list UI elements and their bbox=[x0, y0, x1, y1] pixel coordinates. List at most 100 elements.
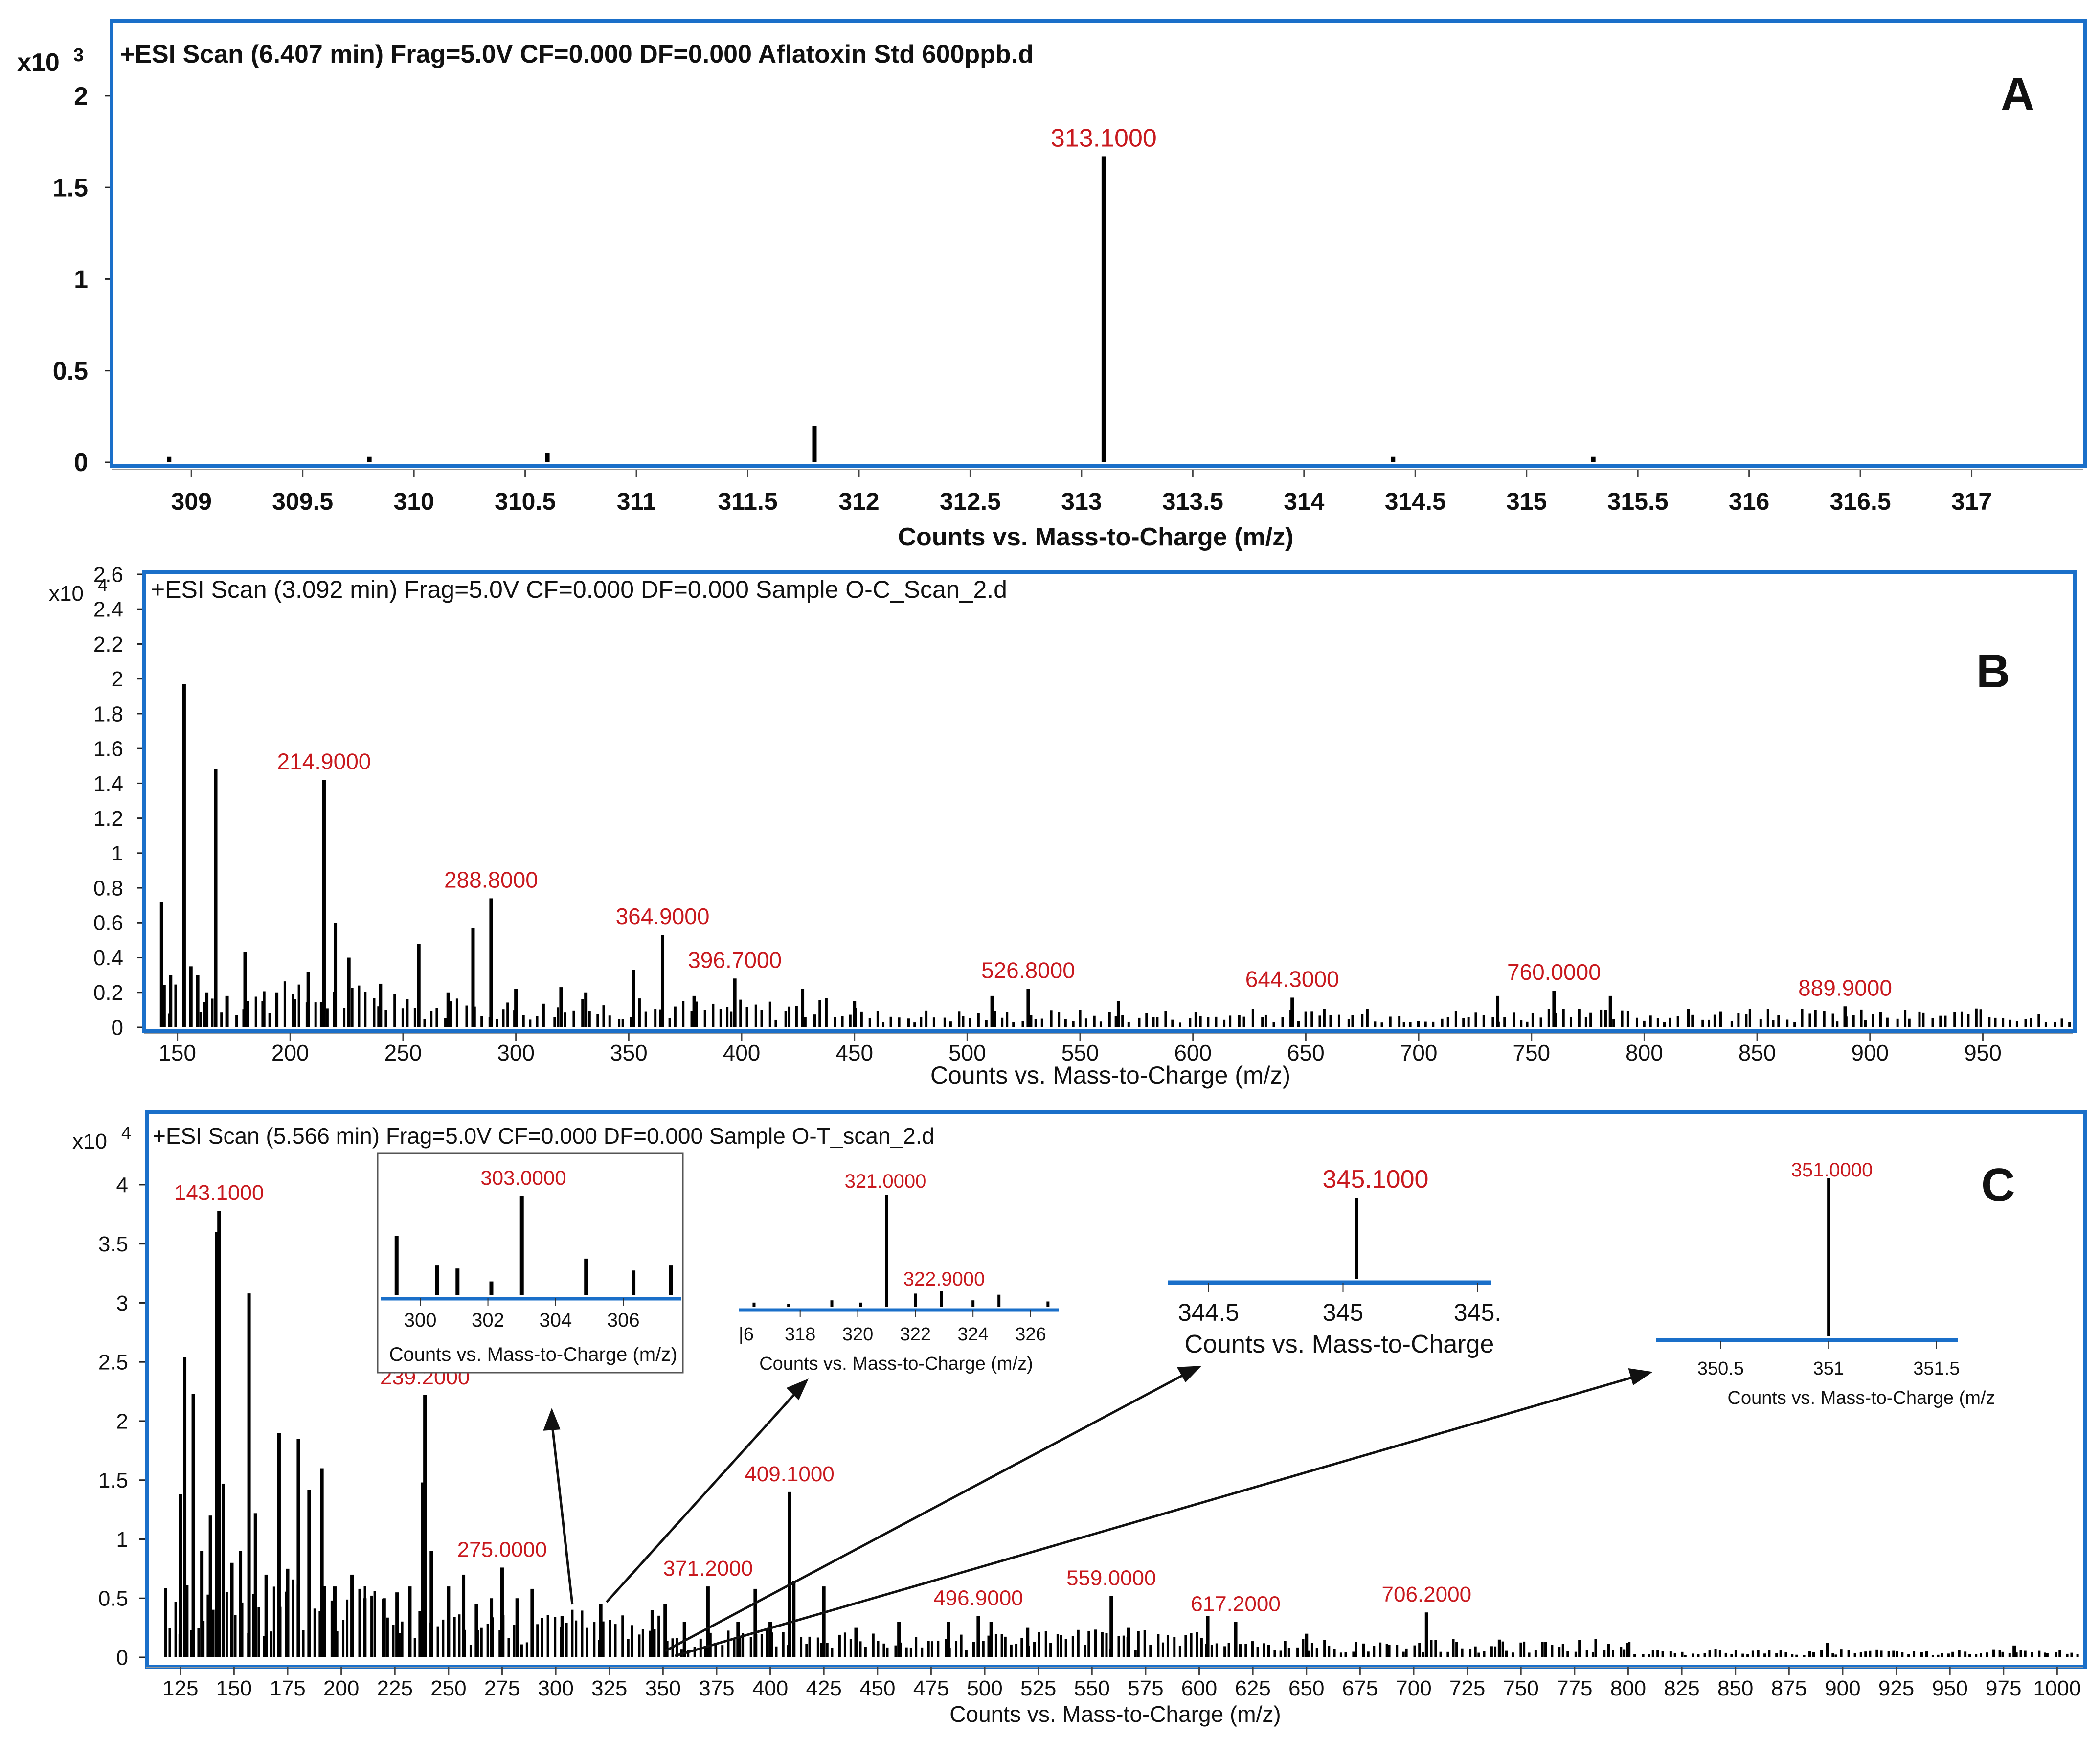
peak-bar bbox=[196, 975, 200, 1027]
peak-annotation: 288.8000 bbox=[444, 867, 538, 892]
noise-peak bbox=[1907, 1654, 1910, 1657]
noise-peak bbox=[849, 1014, 852, 1027]
peak-bar bbox=[322, 780, 326, 1027]
xtick-label: 375 bbox=[699, 1676, 734, 1700]
noise-peak bbox=[994, 1634, 997, 1657]
noise-peak bbox=[1708, 1650, 1711, 1657]
xtick-label: 450 bbox=[835, 1040, 873, 1065]
noise-peak bbox=[1534, 1650, 1537, 1657]
noise-peak bbox=[962, 1016, 965, 1027]
peak-bar bbox=[1843, 1006, 1847, 1027]
peak-bar bbox=[179, 1494, 182, 1657]
xtick-label: 300 bbox=[538, 1676, 573, 1700]
inset-peak-bar bbox=[455, 1268, 460, 1295]
noise-peak bbox=[1272, 1022, 1275, 1027]
noise-peak bbox=[2076, 1654, 2079, 1657]
noise-peak bbox=[1273, 1650, 1276, 1657]
panel-a-label: A bbox=[2001, 68, 2034, 120]
noise-peak bbox=[272, 1586, 275, 1657]
xtick-label: 325 bbox=[591, 1676, 627, 1700]
noise-peak bbox=[930, 1641, 933, 1657]
peak-bar bbox=[221, 1483, 225, 1657]
noise-peak bbox=[1178, 1645, 1181, 1657]
noise-peak bbox=[1840, 1649, 1843, 1657]
noise-peak bbox=[1494, 1646, 1497, 1657]
xtick-label: 450 bbox=[859, 1676, 895, 1700]
peak-bar bbox=[584, 992, 588, 1027]
xtick-label: 250 bbox=[430, 1676, 466, 1700]
noise-peak bbox=[1101, 1632, 1104, 1657]
noise-peak bbox=[1244, 1644, 1247, 1657]
noise-peak bbox=[1864, 1020, 1867, 1027]
noise-peak bbox=[1242, 1016, 1245, 1027]
peak-bar bbox=[261, 1001, 265, 1027]
panel-b-exponent: 4 bbox=[98, 575, 108, 595]
noise-peak bbox=[627, 1639, 630, 1657]
xtick-label: 350 bbox=[610, 1040, 648, 1065]
noise-peak bbox=[1373, 1646, 1376, 1657]
noise-peak bbox=[254, 996, 257, 1027]
noise-peak bbox=[1737, 1013, 1740, 1027]
noise-peak bbox=[1251, 1009, 1254, 1027]
noise-peak bbox=[263, 1636, 266, 1657]
panel-c-peaks bbox=[164, 1211, 2079, 1657]
noise-peak bbox=[1713, 1014, 1716, 1027]
noise-peak bbox=[1541, 1642, 1544, 1657]
inset-peak-bar bbox=[632, 1270, 636, 1295]
noise-peak bbox=[1454, 1011, 1457, 1027]
noise-peak bbox=[2030, 1018, 2032, 1027]
noise-peak bbox=[1398, 1016, 1401, 1027]
noise-peak bbox=[554, 1617, 557, 1657]
peak-bar bbox=[200, 1551, 204, 1657]
peak-bar bbox=[1290, 997, 1294, 1027]
peak-bar bbox=[334, 923, 338, 1027]
peak-bar bbox=[208, 1515, 212, 1657]
noise-peak bbox=[1491, 1017, 1494, 1027]
noise-peak bbox=[703, 1010, 706, 1027]
noise-peak bbox=[644, 1011, 647, 1027]
noise-peak bbox=[1913, 1651, 1916, 1657]
noise-peak bbox=[889, 1016, 892, 1027]
inset-303-box bbox=[377, 1152, 684, 1374]
noise-peak bbox=[1730, 1654, 1733, 1657]
panel-c-exponent: 4 bbox=[121, 1123, 131, 1143]
panel-b-multiplier: x10 bbox=[49, 582, 84, 606]
noise-peak bbox=[1766, 1009, 1769, 1027]
noise-peak bbox=[1526, 1021, 1529, 1027]
peak-bar bbox=[277, 1433, 281, 1657]
noise-peak bbox=[536, 1016, 539, 1027]
noise-peak bbox=[174, 984, 177, 1027]
noise-peak bbox=[235, 1015, 238, 1027]
noise-peak bbox=[1808, 1651, 1811, 1657]
noise-peak bbox=[982, 1641, 985, 1657]
noise-peak bbox=[575, 1620, 578, 1657]
peak-bar bbox=[489, 898, 493, 1027]
noise-peak bbox=[1513, 1012, 1515, 1027]
noise-peak bbox=[502, 1009, 505, 1027]
noise-peak bbox=[1189, 1018, 1192, 1027]
noise-peak bbox=[418, 1611, 421, 1657]
noise-peak bbox=[1077, 1629, 1080, 1657]
panel-c-xticks: 125 150 175 200 225 250 275 300 325 350 375 400 425 4… bbox=[146, 1667, 2083, 1700]
inset-303: 300 302 304 306 303.0000 Counts vs. Mass-to… bbox=[377, 1152, 684, 1374]
noise-peak bbox=[1279, 1650, 1282, 1657]
noise-peak bbox=[2015, 1021, 2018, 1027]
noise-peak bbox=[805, 1644, 808, 1657]
noise-peak bbox=[714, 1645, 717, 1657]
ytick-label: 0.2 bbox=[93, 981, 123, 1005]
noise-peak bbox=[1676, 1016, 1679, 1027]
xtick-label: 825 bbox=[1664, 1676, 1699, 1700]
inset-345-annotation: 345.1000 bbox=[1323, 1165, 1429, 1194]
noise-peak bbox=[960, 1634, 963, 1657]
peak-bar bbox=[768, 1622, 772, 1657]
xtick-label: 750 bbox=[1503, 1676, 1538, 1700]
noise-peak bbox=[843, 1632, 846, 1657]
noise-peak bbox=[704, 1647, 707, 1657]
noise-peak bbox=[314, 1002, 317, 1027]
noise-peak bbox=[1413, 1645, 1416, 1657]
noise-peak bbox=[1611, 1650, 1614, 1657]
ytick-label: 2.6 bbox=[93, 563, 123, 587]
peak-bar bbox=[514, 989, 518, 1027]
peak-bar bbox=[736, 1622, 740, 1657]
noise-peak bbox=[1396, 1645, 1399, 1657]
